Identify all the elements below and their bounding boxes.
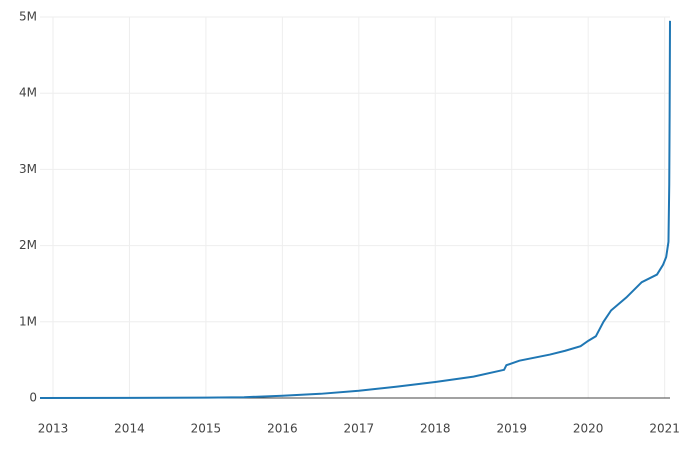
y-tick-label: 2M	[19, 238, 37, 252]
y-tick-label: 4M	[19, 86, 37, 100]
x-tick-label: 2020	[573, 422, 604, 436]
y-tick-label: 1M	[19, 314, 37, 328]
x-tick-label: 2014	[114, 422, 145, 436]
x-tick-label: 2017	[344, 422, 375, 436]
line	[39, 20, 671, 399]
y-tick-label: 5M	[19, 10, 37, 24]
y-tick-label: 3M	[19, 162, 37, 176]
x-tick-label: 2015	[191, 422, 222, 436]
x-tick-label: 2018	[420, 422, 451, 436]
x-tick-label: 2016	[267, 422, 298, 436]
x-tick-label: 2013	[38, 422, 69, 436]
x-tick-label: 2019	[496, 422, 527, 436]
x-tick-label: 2021	[649, 422, 680, 436]
y-tick-label: 0	[29, 391, 37, 405]
